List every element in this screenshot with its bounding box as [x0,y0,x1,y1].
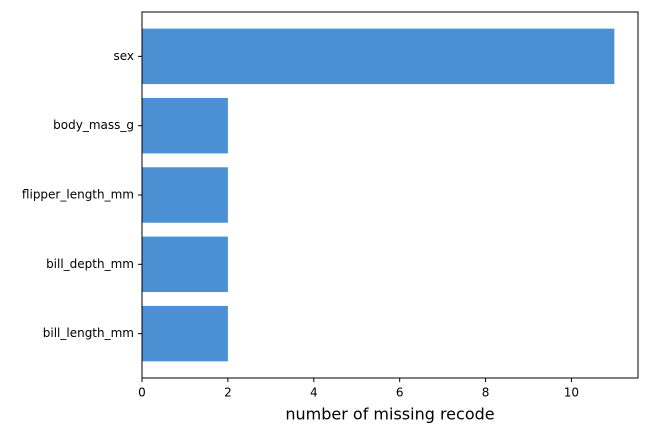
bar [142,236,228,293]
x-tick-label: 8 [482,386,490,400]
y-tick-label: bill_depth_mm [46,257,134,271]
bar [142,305,228,362]
y-tick-label: body_mass_g [53,118,134,132]
x-tick-label: 10 [564,386,579,400]
x-tick-label: 4 [310,386,318,400]
x-axis-label: number of missing recode [285,405,494,424]
bar [142,97,228,154]
y-tick-label: bill_length_mm [43,326,134,340]
y-tick-label: sex [113,49,134,63]
plot-frame [141,11,639,379]
x-tick-label: 2 [224,386,232,400]
bar [142,167,228,223]
x-tick-label: 0 [138,386,146,400]
x-tick-label: 6 [396,386,404,400]
bar [142,28,615,85]
y-tick-label: flipper_length_mm [22,188,134,202]
